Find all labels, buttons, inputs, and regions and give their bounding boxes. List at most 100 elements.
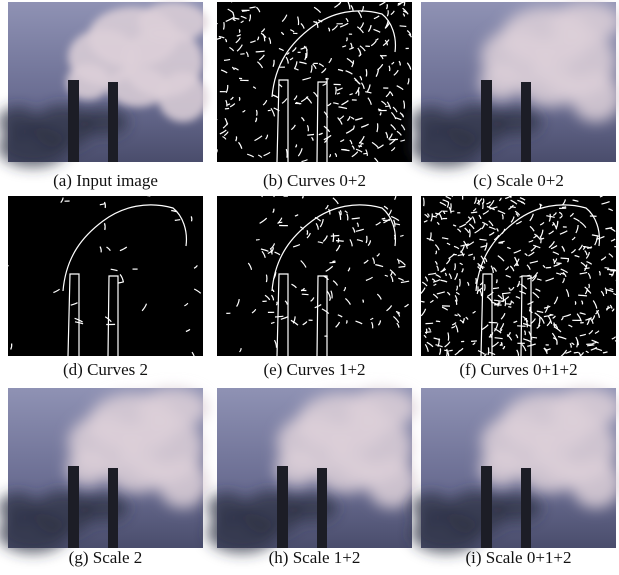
edge-stroke xyxy=(561,258,569,259)
smoke-blob xyxy=(411,493,451,523)
panel-image xyxy=(0,2,208,167)
edge-stroke xyxy=(366,69,367,76)
edge-stroke xyxy=(482,203,483,209)
panel-image xyxy=(2,196,203,360)
edge-stroke xyxy=(425,332,431,333)
edge-stroke xyxy=(215,23,218,25)
edge-stroke xyxy=(446,349,447,357)
edge-stroke xyxy=(262,190,264,197)
chimney xyxy=(521,82,531,162)
edge-stroke xyxy=(449,350,453,351)
edge-stroke xyxy=(426,329,427,334)
edge-stroke xyxy=(589,284,590,288)
caption: (a) Input image xyxy=(53,171,158,190)
caption: (f) Curves 0+1+2 xyxy=(459,360,577,379)
chimney xyxy=(68,80,79,162)
edge-stroke xyxy=(614,247,617,248)
panel-image xyxy=(411,388,619,553)
edge-stroke xyxy=(546,267,551,268)
chimney xyxy=(277,466,288,548)
edge-stroke xyxy=(332,261,335,262)
smoke-blob xyxy=(138,388,208,428)
chimney xyxy=(481,466,492,548)
edge-stroke xyxy=(229,0,232,2)
panel-image xyxy=(207,388,417,553)
edge-stroke xyxy=(266,275,267,283)
edge-stroke xyxy=(578,295,587,296)
caption: (d) Curves 2 xyxy=(63,360,148,379)
edge-stroke xyxy=(575,301,576,304)
edge-stroke xyxy=(302,195,303,198)
smoke-blob xyxy=(491,494,541,522)
edge-stroke xyxy=(346,320,347,323)
smoke-blob xyxy=(78,108,128,136)
edge-stroke xyxy=(224,22,225,30)
edge-stroke xyxy=(330,262,336,263)
smoke-blob xyxy=(367,458,417,508)
panel-image xyxy=(212,0,412,165)
edge-stroke xyxy=(550,315,554,316)
smoke-blob xyxy=(491,108,541,136)
edge-stroke xyxy=(488,347,489,355)
edge-stroke xyxy=(474,257,475,260)
edge-stroke xyxy=(556,263,561,264)
edge-stroke xyxy=(191,216,192,221)
edge-stroke xyxy=(333,233,334,242)
edge-stroke xyxy=(175,220,180,221)
panel-image xyxy=(411,2,619,167)
edge-stroke xyxy=(470,229,471,237)
smoke-blob xyxy=(411,107,451,137)
edge-stroke xyxy=(574,352,578,353)
edge-stroke xyxy=(508,307,511,308)
edge-stroke xyxy=(331,236,340,237)
edge-stroke xyxy=(302,294,309,295)
edge-stroke xyxy=(436,321,440,322)
edge-stroke xyxy=(609,274,614,275)
caption: (b) Curves 0+2 xyxy=(263,171,366,190)
edge-stroke xyxy=(2,266,9,268)
smoke-blob xyxy=(158,458,208,508)
panel-image xyxy=(0,388,208,553)
edge-stroke xyxy=(382,218,386,219)
panel-image xyxy=(415,191,619,358)
edge-stroke xyxy=(400,26,407,27)
smoke-blob xyxy=(138,2,208,42)
edge-stroke xyxy=(268,110,271,111)
edge-stroke xyxy=(605,268,610,269)
smoke-blob xyxy=(158,72,208,122)
edge-stroke xyxy=(214,119,217,121)
edge-stroke xyxy=(216,149,217,153)
edge-stroke xyxy=(240,54,244,55)
caption: (h) Scale 1+2 xyxy=(269,548,361,567)
edge-stroke xyxy=(404,0,405,6)
smoke-blob xyxy=(207,493,247,523)
edge-stroke xyxy=(460,279,461,287)
edge-bg xyxy=(217,196,412,356)
edge-stroke xyxy=(336,87,337,95)
edge-stroke xyxy=(471,212,477,213)
edge-bg xyxy=(8,196,203,356)
edge-stroke xyxy=(471,341,477,342)
smoke-blob xyxy=(287,494,337,522)
panel-image xyxy=(217,190,412,356)
edge-bg xyxy=(217,2,412,162)
caption: (g) Scale 2 xyxy=(69,548,143,567)
caption: (e) Curves 1+2 xyxy=(263,360,365,379)
edge-stroke xyxy=(484,284,485,291)
smoke-blob xyxy=(551,2,619,42)
figure: (a) Input image (b) Curves 0+2 (c) Scale 0… xyxy=(0,0,619,570)
edge-stroke xyxy=(448,333,449,341)
edge-stroke xyxy=(147,196,150,197)
chimney xyxy=(317,468,327,548)
caption: (c) Scale 0+2 xyxy=(473,171,564,190)
edge-stroke xyxy=(276,302,277,306)
edge-stroke xyxy=(452,192,455,196)
edge-stroke xyxy=(242,11,247,12)
edge-stroke xyxy=(517,326,526,327)
chimney xyxy=(68,466,79,548)
edge-stroke xyxy=(256,240,260,241)
edge-stroke xyxy=(476,278,477,284)
chimney xyxy=(521,468,531,548)
edge-stroke xyxy=(225,108,229,109)
edge-stroke xyxy=(256,110,257,116)
